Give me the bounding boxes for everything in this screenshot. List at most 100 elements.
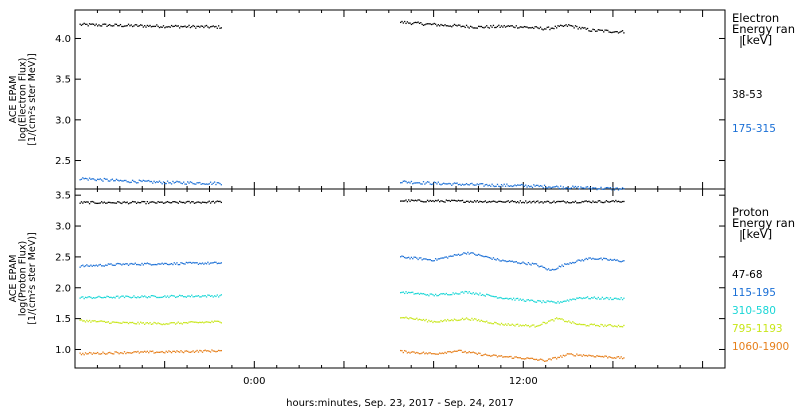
proton-data-point (209, 351, 212, 353)
proton-data-point (185, 350, 188, 352)
proton-data-point (417, 352, 419, 354)
proton-data-point (207, 350, 209, 352)
proton-data-point (572, 261, 574, 264)
proton-data-point (125, 352, 127, 355)
electron-data-point (90, 23, 92, 25)
proton-data-point (420, 352, 422, 355)
electron-data-point (533, 184, 535, 186)
proton-data-point (195, 321, 197, 323)
proton-series-310-580-segment (79, 294, 222, 300)
electron-data-point (172, 25, 174, 28)
electron-data-point (117, 179, 119, 181)
proton-data-point (102, 351, 104, 353)
proton-data-point (156, 264, 158, 266)
proton-data-point (114, 264, 116, 267)
proton-data-point (590, 201, 593, 204)
proton-data-point (402, 291, 404, 293)
proton-data-point (142, 351, 144, 353)
proton-data-point (492, 257, 495, 259)
proton-data-point (508, 201, 511, 204)
proton-data-point (547, 320, 550, 322)
electron-data-point (560, 24, 562, 26)
electron-data-point (145, 26, 147, 28)
proton-data-point (609, 258, 612, 261)
proton-data-point (479, 200, 481, 202)
proton-data-point (200, 296, 202, 298)
electron-data-point (510, 25, 512, 27)
proton-data-point (430, 320, 433, 322)
proton-data-point (499, 260, 501, 262)
proton-data-point (156, 296, 158, 299)
proton-data-point (545, 301, 547, 304)
proton-data-point (205, 321, 208, 323)
proton-data-point (195, 350, 197, 353)
proton-data-point (213, 261, 216, 263)
proton-data-point (189, 321, 192, 323)
electron-data-point (459, 24, 461, 26)
electron-data-point (160, 26, 162, 28)
proton-data-point (609, 297, 612, 299)
proton-data-point (456, 200, 458, 202)
proton-data-point (417, 199, 419, 201)
electron-data-point (432, 23, 434, 25)
proton-data-point (490, 257, 492, 259)
electron-data-point (526, 186, 528, 188)
proton-data-point (193, 295, 196, 298)
proton-data-point (445, 320, 448, 322)
electron-data-point (153, 180, 155, 182)
proton-series-115-195-segment (400, 251, 625, 271)
proton-data-point (603, 201, 605, 204)
proton-data-point (117, 295, 119, 297)
proton-data-point (476, 353, 478, 355)
proton-data-point (542, 300, 544, 302)
electron-data-point (596, 30, 598, 32)
proton-data-point (577, 259, 579, 261)
proton-data-point (115, 351, 118, 353)
electron-data-point (164, 27, 166, 29)
electron-data-point (603, 188, 605, 190)
proton-data-point (514, 299, 516, 301)
proton-data-point (126, 201, 128, 203)
proton-data-point (527, 262, 530, 264)
proton-data-point (590, 323, 593, 325)
proton-data-point (595, 201, 597, 203)
electron-data-point (529, 186, 531, 188)
proton-data-point (488, 294, 491, 296)
proton-data-point (414, 318, 417, 320)
electron-data-point (553, 186, 555, 188)
proton-data-point (199, 296, 201, 298)
proton-data-point (123, 263, 126, 266)
electron-data-point (480, 25, 482, 28)
proton-data-point (519, 200, 521, 202)
proton-data-point (554, 318, 556, 320)
electron-data-point (607, 29, 609, 32)
proton-data-point (146, 350, 149, 352)
electron-series-38-53-segment (400, 20, 625, 34)
proton-data-point (488, 354, 491, 357)
proton-data-point (181, 323, 183, 325)
electron-data-point (129, 181, 131, 184)
proton-legend-entry-310-580: 310-580 (732, 305, 776, 317)
electron-data-point (527, 185, 530, 187)
proton-data-point (80, 265, 83, 267)
proton-data-point (122, 201, 124, 203)
electron-data-point (518, 27, 520, 29)
electron-data-point (88, 23, 91, 25)
electron-data-point (455, 24, 457, 26)
proton-data-point (422, 351, 425, 353)
proton-data-point (80, 319, 83, 321)
electron-data-point (191, 181, 193, 184)
proton-data-point (448, 350, 450, 353)
electron-data-point (188, 24, 190, 27)
electron-data-point (617, 32, 620, 34)
proton-data-point (496, 297, 499, 299)
proton-data-point (215, 351, 217, 353)
proton-data-point (96, 296, 99, 298)
proton-data-point (102, 265, 104, 267)
electron-data-point (428, 23, 430, 25)
electron-data-point (115, 178, 118, 180)
proton-data-point (577, 202, 579, 204)
proton-data-point (441, 200, 443, 202)
proton-data-point (480, 354, 482, 357)
proton-data-point (589, 201, 591, 203)
